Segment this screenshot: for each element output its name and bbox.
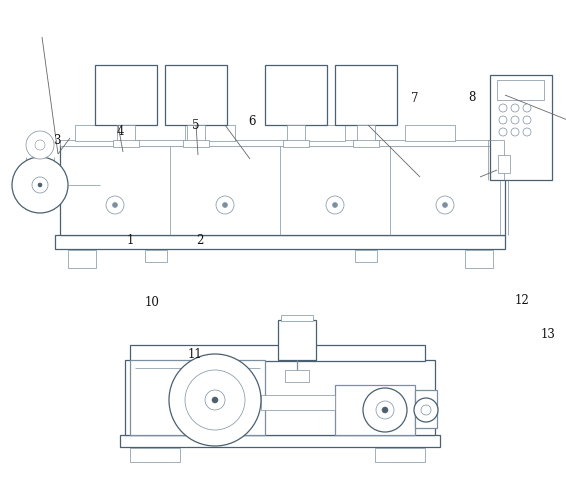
- Text: 13: 13: [541, 329, 555, 342]
- Text: 11: 11: [187, 349, 203, 362]
- Text: 5: 5: [192, 118, 200, 132]
- Bar: [265, 65, 327, 125]
- Text: 4: 4: [116, 125, 124, 137]
- Bar: [120, 435, 440, 447]
- Circle shape: [382, 407, 388, 413]
- Circle shape: [32, 177, 48, 193]
- Circle shape: [443, 203, 448, 207]
- Circle shape: [113, 203, 118, 207]
- Circle shape: [169, 354, 261, 446]
- Bar: [183, 140, 209, 147]
- Bar: [355, 250, 377, 262]
- Bar: [68, 250, 96, 268]
- Circle shape: [499, 128, 507, 136]
- Bar: [465, 250, 493, 268]
- Circle shape: [205, 390, 225, 410]
- Bar: [497, 80, 544, 100]
- Circle shape: [212, 397, 218, 403]
- Bar: [165, 65, 227, 125]
- Circle shape: [326, 196, 344, 214]
- Bar: [335, 385, 415, 435]
- Text: 6: 6: [248, 114, 256, 127]
- Circle shape: [222, 203, 228, 207]
- Bar: [125, 360, 435, 435]
- Text: 3: 3: [53, 134, 61, 147]
- Bar: [295, 125, 345, 141]
- Circle shape: [511, 128, 519, 136]
- Text: 2: 2: [196, 233, 204, 247]
- Circle shape: [35, 140, 45, 150]
- Bar: [75, 125, 125, 141]
- Circle shape: [363, 388, 407, 432]
- Text: 12: 12: [514, 294, 529, 307]
- Text: 8: 8: [468, 91, 475, 103]
- Bar: [261, 395, 335, 410]
- Circle shape: [185, 370, 245, 430]
- Bar: [281, 315, 313, 321]
- Bar: [60, 140, 505, 146]
- Circle shape: [499, 116, 507, 124]
- Circle shape: [421, 405, 431, 415]
- Bar: [130, 360, 265, 435]
- Circle shape: [38, 183, 42, 187]
- Bar: [185, 125, 235, 141]
- Bar: [113, 140, 139, 147]
- Circle shape: [12, 157, 68, 213]
- Text: 7: 7: [411, 91, 419, 104]
- Bar: [287, 125, 305, 141]
- Circle shape: [523, 116, 531, 124]
- Bar: [375, 448, 425, 462]
- Circle shape: [216, 196, 234, 214]
- Circle shape: [414, 398, 438, 422]
- Circle shape: [332, 203, 337, 207]
- Bar: [60, 145, 505, 235]
- Bar: [130, 448, 180, 462]
- Bar: [353, 140, 379, 147]
- Bar: [283, 140, 309, 147]
- Circle shape: [436, 196, 454, 214]
- Bar: [405, 125, 455, 141]
- Bar: [187, 125, 205, 141]
- Circle shape: [26, 131, 54, 159]
- Circle shape: [499, 104, 507, 112]
- Bar: [490, 75, 552, 180]
- Bar: [210, 368, 224, 376]
- Bar: [278, 320, 316, 360]
- Bar: [55, 235, 505, 249]
- Bar: [130, 345, 425, 361]
- Bar: [95, 65, 157, 125]
- Circle shape: [376, 401, 394, 419]
- Circle shape: [511, 116, 519, 124]
- Bar: [498, 155, 510, 173]
- Bar: [357, 125, 375, 141]
- Circle shape: [106, 196, 124, 214]
- Circle shape: [523, 104, 531, 112]
- Text: 10: 10: [144, 296, 160, 308]
- Bar: [145, 250, 167, 262]
- Circle shape: [523, 128, 531, 136]
- Bar: [285, 370, 309, 382]
- Text: 1: 1: [126, 233, 134, 247]
- Bar: [117, 125, 135, 141]
- Circle shape: [511, 104, 519, 112]
- Bar: [415, 390, 437, 428]
- Bar: [335, 65, 397, 125]
- Bar: [195, 388, 235, 412]
